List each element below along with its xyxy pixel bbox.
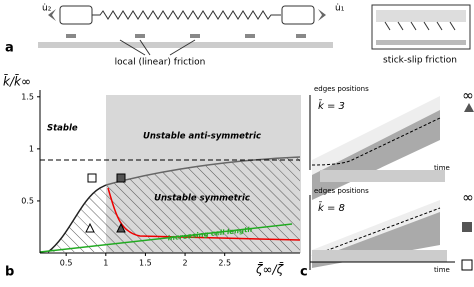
velocity: u̇₂: [42, 4, 52, 14]
infinity: ∞: [462, 88, 474, 104]
panel-label: a: [5, 41, 14, 56]
inset-bar: [376, 10, 466, 22]
hatch: [48, 185, 106, 252]
y-tick-label: 1: [29, 144, 34, 153]
panel-label: c: [300, 265, 308, 280]
springs: [92, 10, 281, 20]
x-tick-label: 2: [183, 259, 188, 268]
end-block: [281, 5, 315, 25]
x-tick-label: 0.5: [60, 259, 73, 268]
k-label: k̄ = 8: [318, 201, 345, 214]
region-label: Unstable symmetric: [154, 194, 250, 204]
plot: [309, 95, 445, 200]
velocity: u̇₁: [335, 4, 345, 14]
panel-label: b: [5, 265, 14, 280]
plot-title: edges positions: [314, 85, 369, 93]
end-block: [59, 5, 93, 25]
x-label: time: [434, 266, 450, 274]
pointer: [119, 39, 196, 56]
x-tick-label: 1.5: [139, 259, 152, 268]
y-label: k̄/k̄∞: [3, 74, 31, 88]
y-tick-label: 1.5: [21, 92, 34, 101]
y-tick-label: 0.5: [21, 196, 34, 205]
label: local (linear) friction: [115, 58, 206, 68]
region-label: Unstable anti-symmetric: [143, 132, 261, 142]
x-label: ζ̄∞/ζ̄: [255, 262, 285, 276]
region-label: Stable: [47, 124, 78, 134]
curve: [47, 184, 107, 253]
stick-slip: [384, 21, 456, 31]
green-line: [39, 223, 293, 253]
panel-b: Stable Unstable anti-symmetric Unstable …: [3, 74, 301, 280]
x-label: time: [434, 164, 450, 172]
label: stick-slip friction: [383, 56, 457, 66]
substrate: [38, 42, 333, 48]
x-tick-label: 2.5: [218, 259, 231, 268]
panel-c: edges positions k̄ = 3 time ∞ edges position…: [300, 85, 474, 280]
plot-title: edges positions: [314, 187, 369, 195]
plot: [309, 195, 455, 270]
panel-a: u̇₂ u̇₁ local (linear) friction stick-sl…: [5, 4, 471, 68]
k-label: k̄ = 3: [318, 99, 345, 112]
x-tick-label: 1: [103, 259, 108, 268]
infinity: ∞: [462, 190, 474, 206]
